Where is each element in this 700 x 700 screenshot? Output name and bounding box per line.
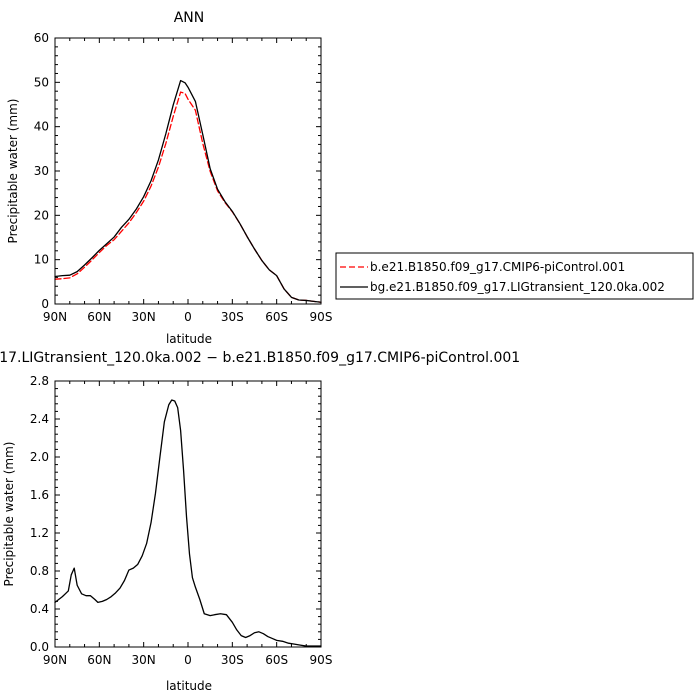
bottom-y-tick-label: 1.2: [30, 526, 49, 540]
bottom-x-axis-label: latitude: [166, 679, 212, 693]
top-y-tick-label: 0: [41, 297, 49, 311]
bottom-y-tick-label: 2.4: [30, 412, 49, 426]
top-series-line-2: [54, 79, 322, 303]
bottom-x-tick-label: 0: [184, 653, 192, 667]
legend-label-series-1: b.e21.B1850.f09_g17.CMIP6-piControl.001: [370, 260, 625, 274]
top-x-axis-label: latitude: [166, 332, 212, 346]
top-y-tick-label: 60: [34, 31, 49, 45]
bottom-panel: bg.e21.B1850.f09_g17.LIGtransient_120.0k…: [0, 350, 520, 693]
top-y-axis-label: Precipitable water (mm): [6, 99, 20, 244]
top-x-tick-label: 30S: [221, 310, 244, 324]
legend: b.e21.B1850.f09_g17.CMIP6-piControl.001 …: [335, 252, 694, 300]
bottom-x-tick-label: 30S: [221, 653, 244, 667]
top-x-tick-label: 0: [184, 310, 192, 324]
top-x-tick-label: 90N: [43, 310, 67, 324]
bottom-y-tick-label: 2.8: [30, 374, 49, 388]
top-x-tick-label: 30N: [132, 310, 156, 324]
top-panel: ANN 90N 60N 30N 0 30S 60S 90S 0 10 20 30 40 50 60 Pre…: [6, 10, 332, 346]
bottom-x-tick-label: 60S: [265, 653, 288, 667]
top-x-tick-label: 60S: [265, 310, 288, 324]
top-series-line-1: [54, 91, 322, 303]
bottom-y-tick-label: 1.6: [30, 488, 49, 502]
bottom-y-axis-label: Precipitable water (mm): [2, 442, 16, 587]
bottom-y-tick-label: 0.4: [30, 602, 49, 616]
legend-box: [335, 252, 694, 300]
legend-label-series-2: bg.e21.B1850.f09_g17.LIGtransient_120.0k…: [370, 280, 665, 294]
top-y-tick-label: 40: [34, 120, 49, 134]
bottom-panel-title: bg.e21.B1850.f09_g17.LIGtransient_120.0k…: [0, 350, 520, 366]
top-panel-title: ANN: [174, 10, 205, 26]
top-x-tick-label: 60N: [87, 310, 111, 324]
bottom-series-line-1: [54, 399, 322, 647]
bottom-y-tick-label: 0.8: [30, 564, 49, 578]
bottom-y-tick-label: 2.0: [30, 450, 49, 464]
top-x-tick-label: 90S: [310, 310, 333, 324]
bottom-x-tick-label: 90N: [43, 653, 67, 667]
bottom-y-tick-label: 0.0: [30, 640, 49, 654]
top-y-tick-label: 20: [34, 208, 49, 222]
top-y-tick-label: 30: [34, 164, 49, 178]
top-y-tick-label: 10: [34, 253, 49, 267]
bottom-x-tick-label: 30N: [132, 653, 156, 667]
bottom-x-tick-label: 60N: [87, 653, 111, 667]
top-y-tick-label: 50: [34, 75, 49, 89]
bottom-x-tick-label: 90S: [310, 653, 333, 667]
